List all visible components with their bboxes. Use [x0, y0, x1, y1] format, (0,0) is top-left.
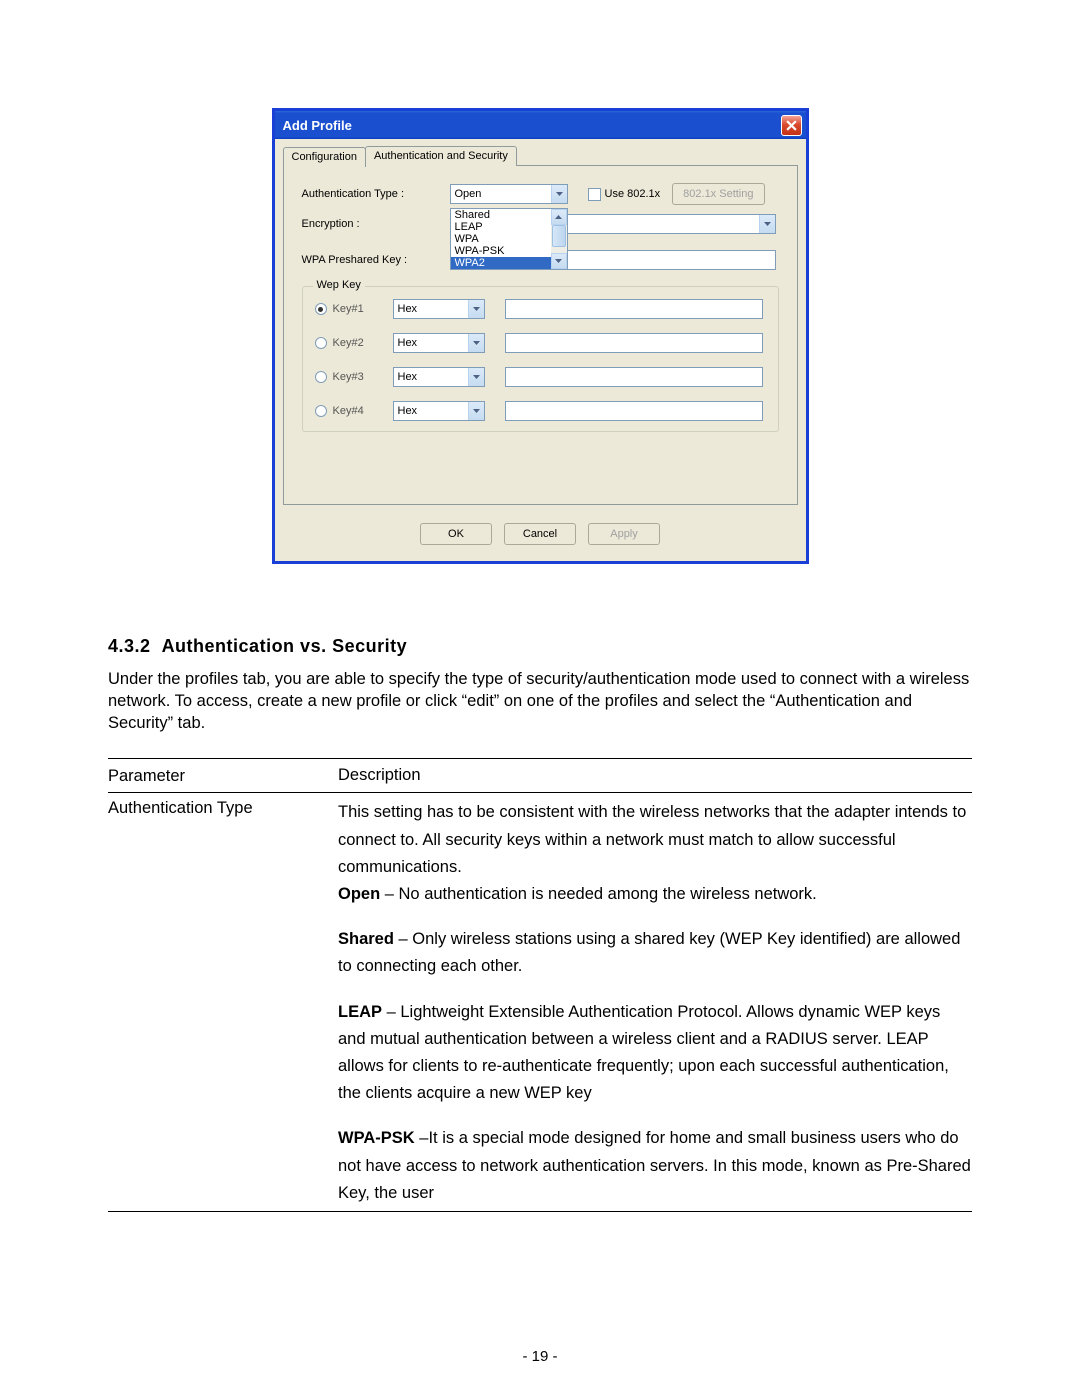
desc-leap: LEAP – Lightweight Extensible Authentica… [338, 999, 972, 1108]
dropdown-item[interactable]: Shared [451, 209, 551, 221]
tabstrip: Configuration Authentication and Securit… [283, 145, 798, 165]
close-button[interactable] [781, 115, 802, 136]
scroll-down-icon[interactable] [551, 253, 567, 269]
desc-wpapsk: WPA-PSK –It is a special mode designed f… [338, 1125, 972, 1207]
table-row: Authentication Type This setting has to … [108, 793, 972, 1212]
close-icon [786, 120, 797, 131]
parameter-table: Parameter Description Authentication Typ… [108, 758, 972, 1212]
wep-key2-format-value: Hex [398, 337, 418, 349]
row-parameter: Authentication Type [108, 799, 338, 1211]
scroll-track[interactable] [551, 225, 567, 253]
desc-intro: This setting has to be consistent with t… [338, 799, 972, 908]
radio-icon [315, 337, 327, 349]
chevron-down-icon [759, 215, 775, 233]
section-number: 4.3.2 [108, 636, 151, 656]
chevron-down-icon [468, 368, 484, 386]
wep-key4-format-value: Hex [398, 405, 418, 417]
apply-button[interactable]: Apply [588, 523, 660, 545]
checkbox-icon [588, 188, 601, 201]
radio-icon [315, 303, 327, 315]
wep-row-3: Key#3 Hex [315, 367, 766, 387]
wep-key1-format-value: Hex [398, 303, 418, 315]
wep-key4-input[interactable] [505, 401, 763, 421]
wep-key3-format[interactable]: Hex [393, 367, 485, 387]
psk-label: WPA Preshared Key : [302, 254, 450, 266]
section-heading: 4.3.2 Authentication vs. Security [108, 636, 972, 657]
wep-key1-input[interactable] [505, 299, 763, 319]
wep-key3-radio[interactable]: Key#3 [315, 371, 393, 383]
tab-auth-security[interactable]: Authentication and Security [365, 146, 517, 166]
chevron-down-icon [468, 300, 484, 318]
wep-row-1: Key#1 Hex [315, 299, 766, 319]
use-8021x-checkbox[interactable]: Use 802.1x [588, 188, 661, 201]
wep-group-label: Wep Key [313, 279, 365, 291]
encryption-label: Encryption : [302, 218, 450, 230]
chevron-down-icon [551, 185, 567, 203]
auth-type-label: Authentication Type : [302, 188, 450, 200]
wep-key2-format[interactable]: Hex [393, 333, 485, 353]
wep-key2-radio[interactable]: Key#2 [315, 337, 393, 349]
dropdown-item[interactable]: WPA-PSK [451, 245, 551, 257]
wep-key3-label: Key#3 [333, 371, 393, 383]
wep-key1-label: Key#1 [333, 303, 393, 315]
window-title: Add Profile [283, 118, 781, 133]
page-number: - 19 - [0, 1348, 1080, 1365]
scrollbar[interactable] [551, 209, 567, 269]
wep-key2-input[interactable] [505, 333, 763, 353]
chevron-down-icon [468, 402, 484, 420]
auth-type-row: Authentication Type : Open Use 802.1x 80… [302, 184, 779, 204]
dialog-body: Configuration Authentication and Securit… [275, 139, 806, 561]
radio-icon [315, 371, 327, 383]
8021x-setting-button[interactable]: 802.1x Setting [672, 183, 764, 205]
wep-key3-format-value: Hex [398, 371, 418, 383]
wep-row-2: Key#2 Hex [315, 333, 766, 353]
header-parameter: Parameter [108, 767, 338, 786]
dropdown-list-items: Shared LEAP WPA WPA-PSK WPA2 [451, 209, 551, 269]
wep-key1-format[interactable]: Hex [393, 299, 485, 319]
use-8021x-label: Use 802.1x [605, 188, 661, 200]
wep-key4-radio[interactable]: Key#4 [315, 405, 393, 417]
auth-type-select[interactable]: Open [450, 184, 568, 204]
chevron-down-icon [468, 334, 484, 352]
table-header: Parameter Description [108, 759, 972, 793]
desc-shared: Shared – Only wireless stations using a … [338, 926, 972, 980]
header-description: Description [338, 767, 972, 786]
dialog-buttons: OK Cancel Apply [283, 505, 798, 551]
dropdown-item[interactable]: WPA2 [451, 257, 551, 269]
tab-panel: Authentication Type : Open Use 802.1x 80… [283, 165, 798, 505]
dropdown-item[interactable]: LEAP [451, 221, 551, 233]
wep-key4-format[interactable]: Hex [393, 401, 485, 421]
row-description: This setting has to be consistent with t… [338, 799, 972, 1211]
tab-configuration[interactable]: Configuration [283, 147, 366, 167]
wep-key4-label: Key#4 [333, 405, 393, 417]
auth-type-dropdown-list[interactable]: Shared LEAP WPA WPA-PSK WPA2 [450, 208, 568, 270]
auth-type-value: Open [455, 188, 482, 200]
wep-key-group: Wep Key Key#1 Hex [302, 286, 779, 432]
wep-row-4: Key#4 Hex [315, 401, 766, 421]
add-profile-dialog: Add Profile Configuration Authentication… [272, 108, 809, 564]
section-title: Authentication vs. Security [162, 636, 408, 656]
scroll-up-icon[interactable] [551, 209, 567, 225]
scroll-thumb[interactable] [552, 225, 566, 247]
cancel-button[interactable]: Cancel [504, 523, 576, 545]
titlebar[interactable]: Add Profile [275, 111, 806, 139]
dropdown-item[interactable]: WPA [451, 233, 551, 245]
wep-key3-input[interactable] [505, 367, 763, 387]
wep-key2-label: Key#2 [333, 337, 393, 349]
radio-icon [315, 405, 327, 417]
intro-paragraph: Under the profiles tab, you are able to … [108, 669, 972, 734]
ok-button[interactable]: OK [420, 523, 492, 545]
wep-key1-radio[interactable]: Key#1 [315, 303, 393, 315]
